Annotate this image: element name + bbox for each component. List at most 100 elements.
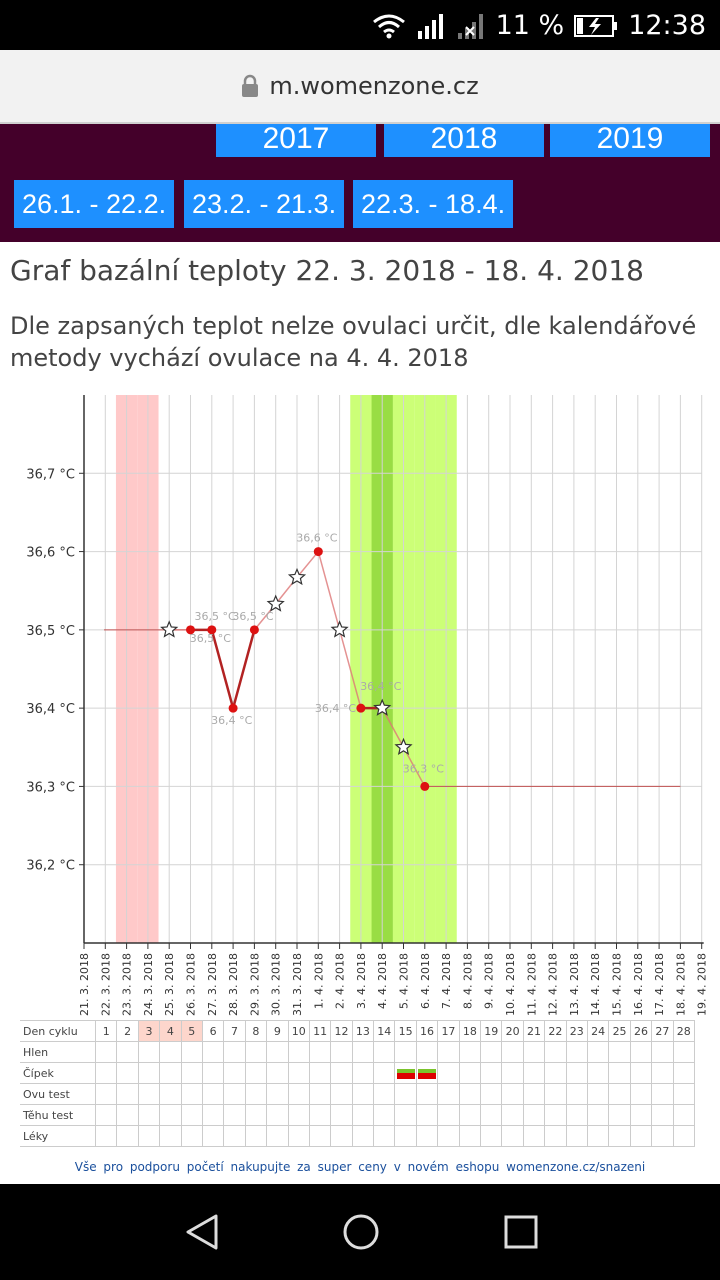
table-cell: [94, 1041, 118, 1063]
table-cell: [522, 1062, 546, 1084]
table-row: Ovu test: [20, 1083, 695, 1105]
recents-icon[interactable]: [504, 1215, 538, 1249]
cycle-day-cell: 19: [480, 1020, 503, 1042]
table-cell: [373, 1041, 396, 1063]
table-cell: [437, 1125, 460, 1147]
table-cell: [437, 1062, 460, 1084]
table-cell: [651, 1125, 674, 1147]
table-cell: [116, 1083, 139, 1105]
table-cell: [244, 1041, 268, 1063]
cycle-day-cell: 24: [586, 1020, 610, 1042]
cycle-tab-1[interactable]: 26.1. - 22.2.: [14, 180, 175, 228]
cycle-day-cell: 1: [94, 1020, 118, 1042]
star-marker-icon: [266, 594, 285, 612]
table-cell: [522, 1041, 546, 1063]
ovulation-description: Dle zapsaných teplot nelze ovulaci určit…: [10, 312, 697, 372]
table-cell: [330, 1062, 353, 1084]
temperature-line-segment: [231, 629, 256, 709]
url-text: m.womenzone.cz: [269, 72, 479, 100]
x-tick-label: 26. 3. 2018: [185, 953, 198, 1016]
table-cell: [522, 1125, 546, 1147]
table-cell: [180, 1125, 203, 1147]
table-cell: [629, 1104, 653, 1126]
table-cell: [415, 1104, 439, 1126]
table-cell: [415, 1062, 439, 1084]
year-tab-2017[interactable]: 2017: [216, 124, 376, 157]
table-cell: [608, 1083, 631, 1105]
table-cell: [287, 1083, 310, 1105]
x-tick-label: 29. 3. 2018: [248, 953, 261, 1016]
year-tab-2018[interactable]: 2018: [384, 124, 544, 157]
table-cell: [244, 1125, 268, 1147]
x-tick-label: 5. 4. 2018: [398, 953, 411, 1009]
table-cell: [201, 1041, 225, 1063]
table-cell: [244, 1062, 268, 1084]
temperature-line-segment: [296, 551, 319, 578]
eshop-footer-link[interactable]: Vše pro podporu početí nakupujte za supe…: [74, 1160, 646, 1174]
table-cell: [137, 1083, 161, 1105]
table-cell: [244, 1083, 268, 1105]
cycle-day-cell: 7: [223, 1020, 246, 1042]
cycle-tab-2[interactable]: 23.2. - 21.3.: [184, 180, 345, 228]
table-cell: [565, 1104, 588, 1126]
table-cell: [287, 1125, 310, 1147]
table-cell: [437, 1104, 460, 1126]
cycle-day-cell: 10: [287, 1020, 310, 1042]
table-cell: [544, 1125, 567, 1147]
cycle-day-cell: 4: [159, 1020, 182, 1042]
table-cell: [351, 1083, 375, 1105]
table-cell: [651, 1083, 674, 1105]
table-cell: [180, 1041, 203, 1063]
table-cell: [458, 1104, 482, 1126]
status-bar: 11 % 12:38: [0, 0, 720, 50]
x-tick-label: 11. 4. 2018: [525, 953, 538, 1016]
temperature-label: 36,6 °C: [296, 532, 337, 545]
x-tick-label: 24. 3. 2018: [142, 953, 155, 1016]
table-cell: [308, 1062, 332, 1084]
address-bar[interactable]: m.womenzone.cz: [0, 50, 720, 124]
x-tick-label: 9. 4. 2018: [483, 953, 496, 1009]
table-cell: [287, 1041, 310, 1063]
table-cell: [672, 1104, 695, 1126]
table-cell: [415, 1125, 439, 1147]
cycle-day-cell: 22: [544, 1020, 567, 1042]
table-cell: [330, 1083, 353, 1105]
table-cell: [586, 1062, 610, 1084]
temperature-line-segment: [210, 629, 235, 709]
x-tick-label: 2. 4. 2018: [334, 953, 347, 1009]
temperature-point: [313, 547, 323, 557]
table-cell: [287, 1062, 310, 1084]
table-cell: [223, 1125, 246, 1147]
table-cell: [94, 1062, 118, 1084]
table-cell: [437, 1041, 460, 1063]
cycle-day-cell: 14: [373, 1020, 396, 1042]
year-tab-2019[interactable]: 2019: [550, 124, 710, 157]
table-cell: [330, 1104, 353, 1126]
x-tick-label: 12. 4. 2018: [547, 953, 560, 1016]
table-cell: [180, 1062, 203, 1084]
table-cell: [266, 1125, 289, 1147]
table-cell: [501, 1125, 524, 1147]
x-tick-label: 14. 4. 2018: [589, 953, 602, 1016]
cycle-table: Den cyklu 1 2 3 4 5 6 7 8 9 10 11 12 13 14 15 16 17 18 19 20…: [20, 1020, 695, 1147]
back-icon[interactable]: [184, 1214, 220, 1250]
cycle-tab-3[interactable]: 22.3. - 18.4.: [353, 180, 514, 228]
x-tick-label: 27. 3. 2018: [206, 953, 219, 1016]
x-tick-label: 6. 4. 2018: [419, 953, 432, 1009]
cycle-day-cell: 21: [522, 1020, 546, 1042]
clock: 12:38: [628, 10, 706, 41]
x-tick-label: 25. 3. 2018: [163, 953, 176, 1016]
x-tick-label: 18. 4. 2018: [674, 953, 687, 1016]
table-cell: [480, 1062, 503, 1084]
page-title: Graf bazální teploty 22. 3. 2018 - 18. 4…: [10, 254, 644, 287]
temperature-line-segment: [317, 551, 341, 631]
home-icon[interactable]: [342, 1213, 380, 1251]
table-cell: [373, 1104, 396, 1126]
bbt-chart: 36,7 °C 36,6 °C 36,5 °C 36,4 °C 36,3 °C 36,2 …: [26, 395, 709, 1016]
row-label: Den cyklu: [20, 1020, 96, 1042]
wifi-icon: [372, 14, 405, 38]
cycle-day-cell: 23: [565, 1020, 588, 1042]
status-icons: 11 % 12:38: [372, 10, 706, 41]
cycle-day-cell: 16: [415, 1020, 439, 1042]
table-cell: [201, 1062, 225, 1084]
